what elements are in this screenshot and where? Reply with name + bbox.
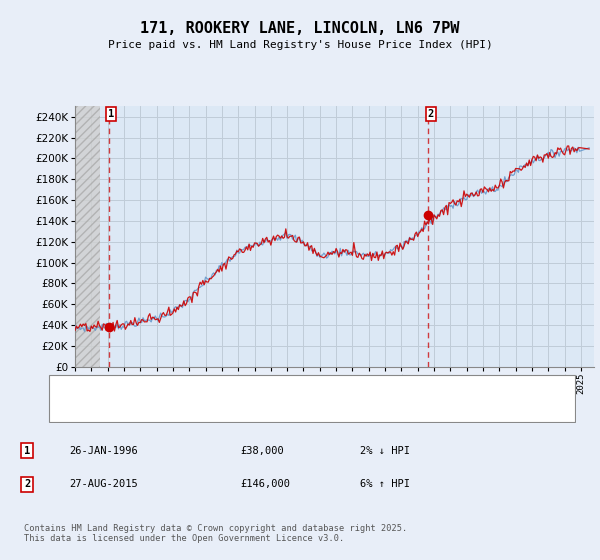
Text: 2: 2 (428, 109, 434, 119)
Text: 2: 2 (24, 479, 30, 489)
Text: 2% ↓ HPI: 2% ↓ HPI (360, 446, 410, 456)
Text: 26-JAN-1996: 26-JAN-1996 (69, 446, 138, 456)
Text: 171, ROOKERY LANE, LINCOLN, LN6 7PW: 171, ROOKERY LANE, LINCOLN, LN6 7PW (140, 21, 460, 36)
Bar (75, 106, 100, 367)
Text: HPI: Average price, semi-detached house, Lincoln: HPI: Average price, semi-detached house,… (101, 404, 401, 414)
Text: Price paid vs. HM Land Registry's House Price Index (HPI): Price paid vs. HM Land Registry's House … (107, 40, 493, 50)
Text: 1: 1 (108, 109, 115, 119)
FancyBboxPatch shape (49, 375, 575, 422)
Text: 27-AUG-2015: 27-AUG-2015 (69, 479, 138, 489)
Text: 171, ROOKERY LANE, LINCOLN, LN6 7PW (semi-detached house): 171, ROOKERY LANE, LINCOLN, LN6 7PW (sem… (101, 382, 457, 393)
Text: £38,000: £38,000 (240, 446, 284, 456)
Text: Contains HM Land Registry data © Crown copyright and database right 2025.
This d: Contains HM Land Registry data © Crown c… (24, 524, 407, 543)
Text: £146,000: £146,000 (240, 479, 290, 489)
Text: 6% ↑ HPI: 6% ↑ HPI (360, 479, 410, 489)
Text: 1: 1 (24, 446, 30, 456)
